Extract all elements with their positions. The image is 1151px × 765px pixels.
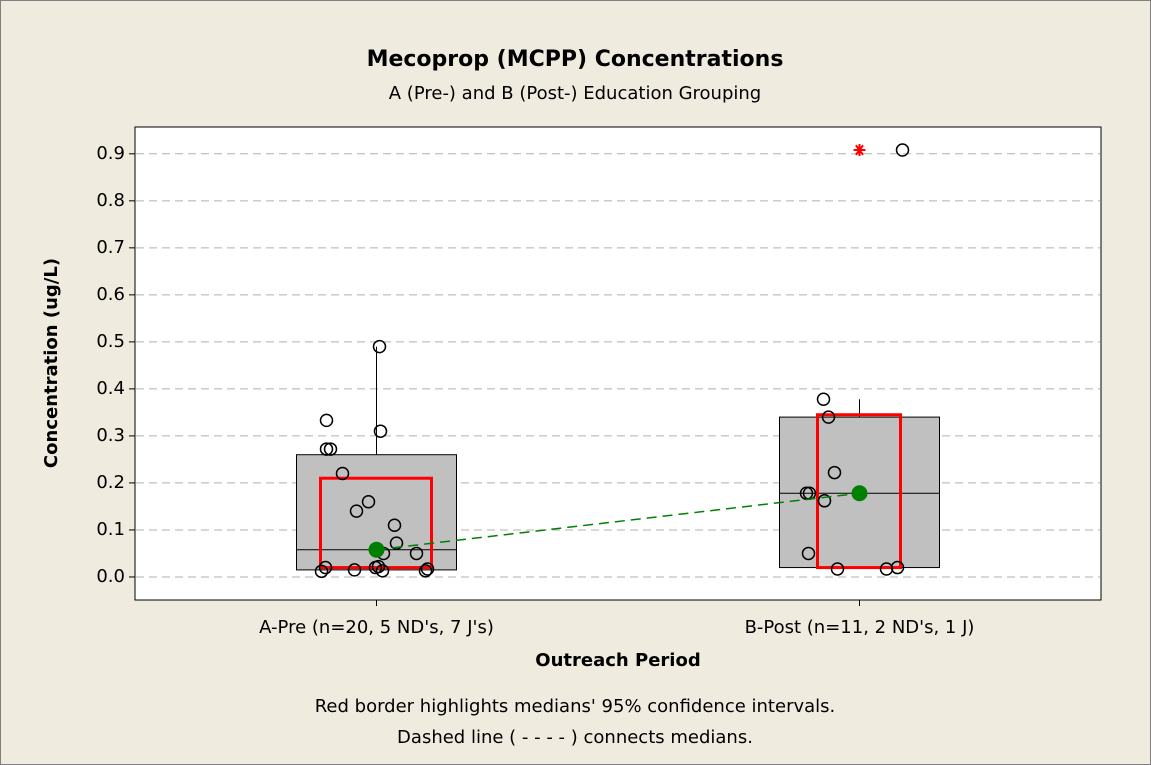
y-tick-label: 0.2 — [96, 472, 125, 493]
data-point — [879, 562, 894, 576]
y-tick-label: 0.5 — [96, 331, 125, 352]
y-tick-label: 0.4 — [96, 378, 125, 399]
data-point — [361, 494, 376, 509]
data-point — [349, 504, 364, 518]
data-point — [318, 560, 333, 575]
chart-title: Mecoprop (MCPP) Concentrations — [367, 47, 784, 72]
data-point — [319, 442, 334, 456]
data-point — [347, 563, 362, 577]
y-tick-label: 0.9 — [96, 143, 125, 164]
data-point — [409, 546, 424, 561]
data-point — [890, 560, 905, 575]
data-point — [373, 424, 388, 438]
chart-subtitle: A (Pre-) and B (Post-) Education Groupin… — [389, 83, 761, 104]
data-point — [372, 339, 387, 354]
data-point — [895, 143, 910, 157]
data-point — [830, 562, 845, 576]
median-dot — [851, 485, 868, 502]
data-point — [827, 465, 842, 480]
data-point — [335, 466, 350, 481]
note: Red border highlights medians' 95% confi… — [315, 696, 836, 717]
median-dot — [368, 541, 385, 558]
y-tick-label: 0.8 — [96, 190, 125, 211]
data-point — [314, 564, 329, 579]
data-point — [821, 410, 836, 424]
x-tick-label: A-Pre (n=20, 5 ND's, 7 J's) — [259, 617, 494, 638]
y-tick-label: 0.3 — [96, 425, 125, 446]
data-point — [319, 413, 334, 428]
x-tick-label: B-Post (n=11, 2 ND's, 1 J) — [745, 617, 975, 638]
y-tick-label: 0.0 — [96, 566, 125, 587]
note: Dashed line ( - - - - ) connects medians… — [397, 727, 753, 748]
data-point — [418, 564, 433, 578]
y-tick-label: 0.7 — [96, 237, 125, 258]
data-point — [816, 392, 831, 406]
data-point — [375, 564, 390, 578]
data-point — [323, 442, 338, 456]
data-point — [817, 494, 832, 508]
median-ci — [816, 413, 902, 570]
y-axis-label: Concentration (ug/L) — [41, 258, 62, 468]
data-point — [389, 536, 404, 550]
median-ci — [319, 476, 433, 570]
data-point — [371, 559, 386, 574]
median-connector — [376, 492, 860, 551]
x-axis-label: Outreach Period — [535, 650, 700, 671]
y-tick-label: 0.1 — [96, 519, 125, 540]
y-tick-label: 0.6 — [96, 284, 125, 305]
data-point — [801, 546, 816, 561]
data-point — [387, 518, 402, 532]
outlier — [853, 144, 866, 157]
plot-area — [134, 126, 1102, 601]
data-point — [420, 562, 435, 576]
